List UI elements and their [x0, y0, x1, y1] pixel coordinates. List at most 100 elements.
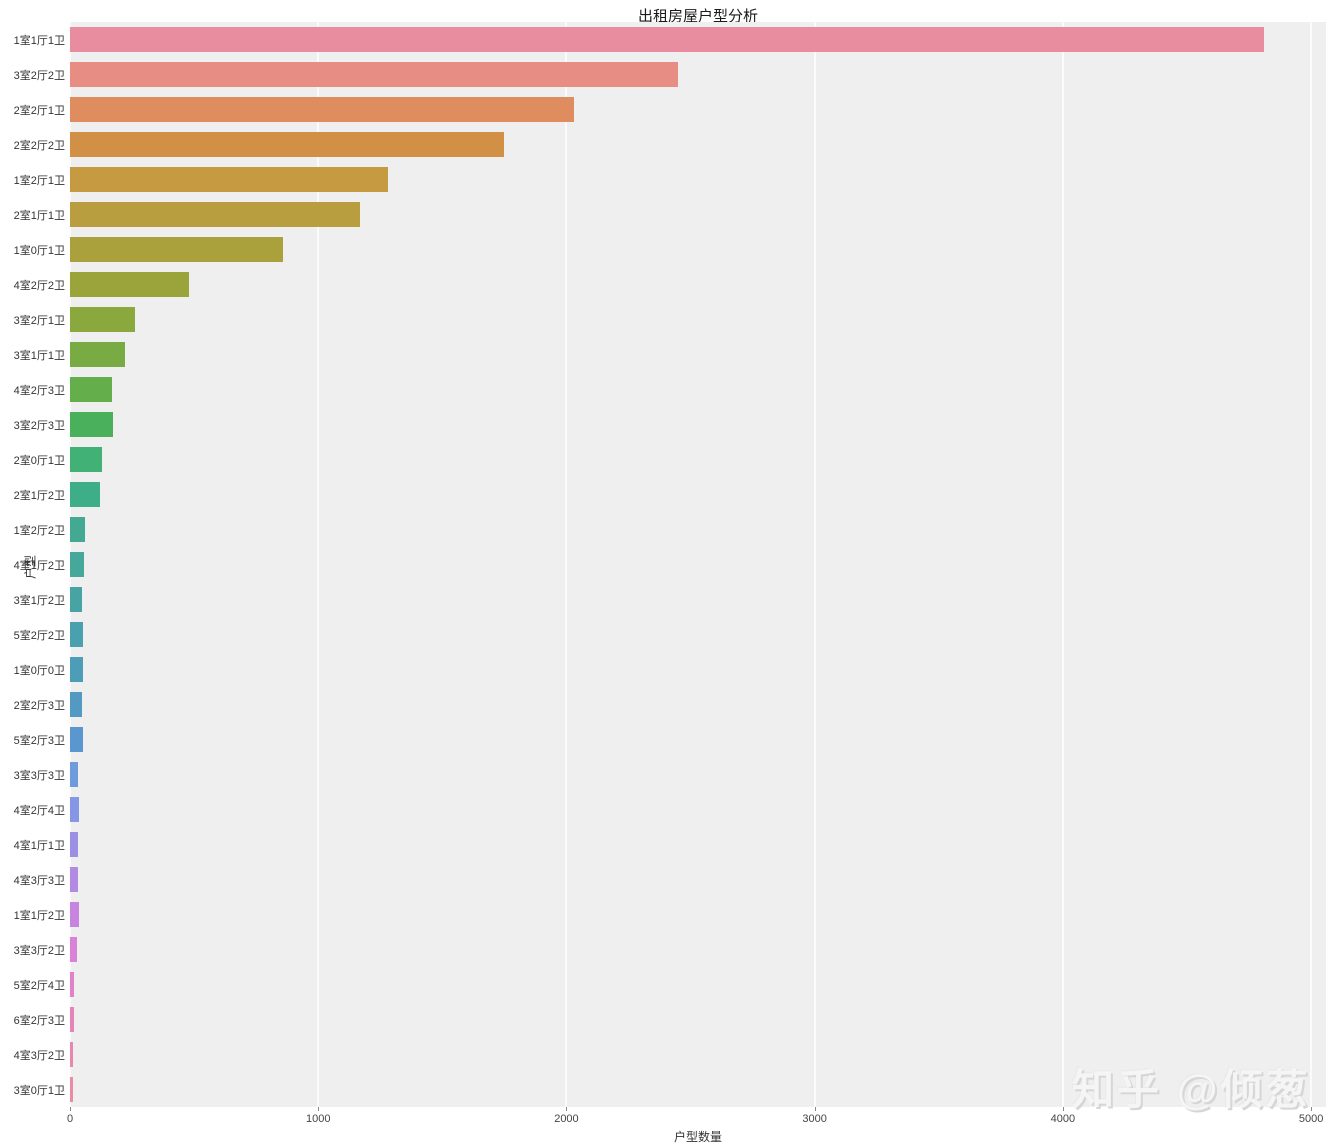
category-label: 1室1厅1卫 [13, 34, 65, 47]
bar [70, 202, 361, 227]
bar-row: 1室2厅1卫 [14, 162, 1326, 197]
x-tick-label: 3000 [802, 1113, 827, 1125]
bar [70, 867, 78, 892]
bar [70, 307, 136, 332]
x-tick-label: 5000 [1298, 1113, 1324, 1125]
bar [70, 1007, 75, 1032]
bar [70, 587, 83, 612]
bar [70, 412, 113, 437]
bar-row: 4室1厅2卫 [14, 547, 1326, 582]
gridline [1061, 22, 1064, 1107]
x-tick-mark [70, 1107, 71, 1111]
bar [70, 1042, 73, 1067]
bar [70, 1077, 73, 1102]
bar [70, 272, 190, 297]
bar-row: 3室1厅2卫 [14, 582, 1326, 617]
gridline [565, 22, 568, 1107]
bar-row: 1室1厅1卫 [14, 22, 1326, 57]
bar-row: 3室3厅3卫 [14, 757, 1326, 792]
category-label: 4室2厅3卫 [13, 384, 65, 397]
category-label: 4室2厅4卫 [13, 804, 65, 817]
category-label: 3室2厅1卫 [13, 314, 65, 327]
x-tick-mark [318, 1107, 320, 1111]
bar-row: 1室0厅1卫 [14, 232, 1326, 267]
bar [70, 902, 79, 927]
x-tick-mark [1311, 1107, 1313, 1111]
bar-row: 4室2厅3卫 [14, 372, 1326, 407]
category-label: 5室2厅3卫 [13, 734, 65, 747]
bar-row: 3室1厅1卫 [14, 337, 1326, 372]
category-label: 3室0厅1卫 [13, 1084, 65, 1097]
bar-row: 1室2厅2卫 [14, 512, 1326, 547]
bar-row: 4室3厅3卫 [14, 862, 1326, 897]
bar-row: 1室1厅2卫 [14, 897, 1326, 932]
category-label: 2室0厅1卫 [13, 454, 65, 467]
category-label: 2室1厅1卫 [13, 209, 65, 222]
bar [70, 657, 84, 682]
x-tick-mark [814, 1107, 816, 1111]
category-label: 2室2厅1卫 [13, 104, 65, 117]
bar-row: 2室2厅3卫 [14, 687, 1326, 722]
bar-row: 3室2厅2卫 [14, 57, 1326, 92]
bar-row: 4室2厅4卫 [14, 792, 1326, 827]
bar-row: 4室1厅1卫 [14, 827, 1326, 862]
category-label: 2室2厅3卫 [13, 699, 65, 712]
bar [70, 797, 79, 822]
category-label: 5室2厅4卫 [13, 979, 65, 992]
x-tick-label: 4000 [1050, 1113, 1076, 1125]
bar-row: 3室0厅1卫 [14, 1072, 1326, 1107]
category-label: 1室1厅2卫 [13, 909, 65, 922]
category-label: 4室1厅2卫 [13, 559, 65, 572]
bar-row: 2室2厅1卫 [14, 92, 1326, 127]
x-tick-label: 1000 [305, 1113, 331, 1125]
bar [70, 132, 505, 157]
category-label: 1室0厅0卫 [13, 664, 65, 677]
x-axis: 0 1000 2000 3000 4000 5000 [66, 1107, 1326, 1137]
category-label: 5室2厅2卫 [13, 629, 65, 642]
gridline [317, 22, 320, 1107]
category-label: 3室1厅2卫 [13, 594, 65, 607]
bar-row: 6室2厅3卫 [14, 1002, 1326, 1037]
x-tick-mark [1062, 1107, 1064, 1111]
bar-row: 2室0厅1卫 [14, 442, 1326, 477]
bar [70, 937, 77, 962]
gridline [813, 22, 816, 1107]
category-label: 1室0厅1卫 [13, 244, 65, 257]
bar-row: 1室0厅0卫 [14, 652, 1326, 687]
bar [70, 517, 86, 542]
bar-series: 1室1厅1卫 3室2厅2卫 2室2厅1卫 2室2厅2卫 1室2厅1卫 2室1厅1卫 1室0厅… [14, 22, 1326, 1107]
category-label: 1室2厅1卫 [13, 174, 65, 187]
category-label: 3室2厅3卫 [13, 419, 65, 432]
bar [70, 622, 83, 647]
bar [70, 377, 112, 402]
gridline [1310, 22, 1313, 1107]
bar-row: 3室2厅3卫 [14, 407, 1326, 442]
bar [70, 482, 100, 507]
bar [70, 237, 284, 262]
category-label: 1室2厅2卫 [13, 524, 65, 537]
category-label: 4室3厅2卫 [13, 1049, 65, 1062]
bar-row: 5室2厅4卫 [14, 967, 1326, 1002]
bar-row: 5室2厅3卫 [14, 722, 1326, 757]
bar [70, 167, 388, 192]
bar [70, 342, 125, 367]
bar [70, 762, 79, 787]
bar-row: 5室2厅2卫 [14, 617, 1326, 652]
bar [70, 727, 83, 752]
bar [70, 447, 103, 472]
bar-row: 3室3厅2卫 [14, 932, 1326, 967]
x-tick-mark [566, 1107, 568, 1111]
category-label: 4室1厅1卫 [13, 839, 65, 852]
category-label: 3室1厅1卫 [13, 349, 65, 362]
category-label: 3室3厅2卫 [13, 944, 65, 957]
watermark: 知乎 @倾葱 [1072, 1066, 1311, 1113]
x-axis-label: 户型数量 [673, 1130, 722, 1144]
x-tick-label: 0 [66, 1113, 74, 1125]
bar [70, 97, 574, 122]
bar-row: 4室2厅2卫 [14, 267, 1326, 302]
bar [70, 692, 83, 717]
x-tick-label: 2000 [554, 1113, 579, 1125]
bar-row: 2室2厅2卫 [14, 127, 1326, 162]
category-label: 2室2厅2卫 [13, 139, 65, 152]
